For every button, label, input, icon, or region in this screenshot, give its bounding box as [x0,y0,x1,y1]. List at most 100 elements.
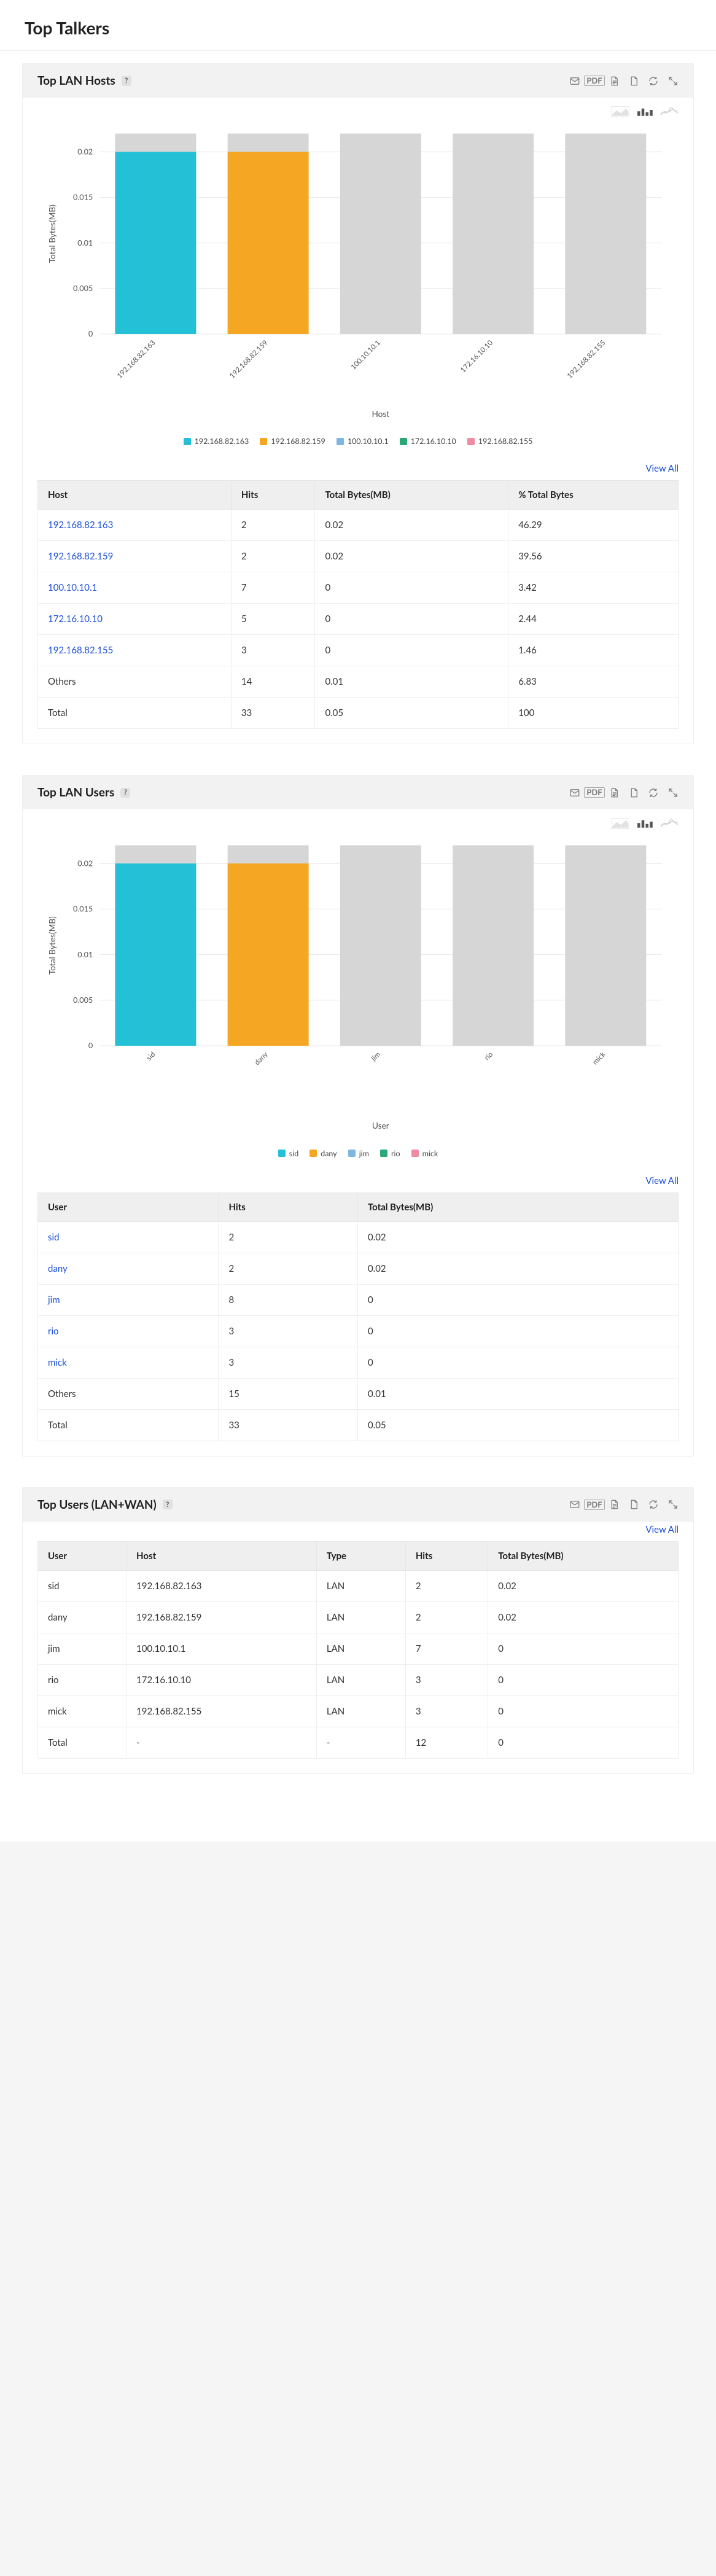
bar[interactable] [228,152,309,334]
expand-icon[interactable] [667,76,679,87]
table-cell: - [316,1727,405,1758]
legend-item[interactable]: 100.10.10.1 [337,437,389,446]
table-cell[interactable]: 192.168.82.159 [38,541,232,572]
table-cell: rio [38,1664,126,1695]
table-header[interactable]: Hits [219,1193,358,1221]
table-header[interactable]: Hits [405,1541,488,1570]
table-cell: sid [38,1570,126,1601]
x-tick-label: 100.10.10.1 [349,339,382,372]
legend-item[interactable]: jim [348,1149,369,1158]
chart-type-line-icon[interactable] [660,818,679,829]
table-header[interactable]: User [38,1193,219,1221]
legend-item[interactable]: 192.168.82.163 [184,437,249,446]
bar[interactable] [115,864,196,1046]
legend-item[interactable]: mick [411,1149,438,1158]
panel-lan-wan-users: Top Users (LAN+WAN) ? PDF View All UserH… [22,1487,694,1774]
table-header[interactable]: Total Bytes(MB) [357,1193,678,1221]
table-header[interactable]: Host [126,1541,317,1570]
table-cell[interactable]: mick [38,1347,219,1378]
table-cell: Total [38,1409,219,1441]
table-header[interactable]: % Total Bytes [508,481,679,510]
table-cell: 33 [219,1409,358,1441]
export-icon[interactable] [609,76,620,87]
refresh-icon[interactable] [648,1499,659,1510]
export-icon[interactable] [609,1499,620,1510]
table-cell: LAN [316,1633,405,1664]
chart-type-area-icon[interactable] [611,106,629,117]
table-cell: 2.44 [508,604,679,635]
table-cell[interactable]: 192.168.82.155 [38,635,232,666]
table-header[interactable]: Total Bytes(MB) [315,481,508,510]
table-cell: 0.02 [315,541,508,572]
legend-label: dany [321,1149,337,1158]
email-icon[interactable] [569,76,580,87]
table-cell: 0.02 [488,1601,679,1633]
document-icon[interactable] [628,1499,639,1510]
y-tick-label: 0.02 [77,147,93,156]
legend-swatch [348,1150,356,1157]
x-tick-label: rio [483,1051,494,1062]
legend-label: 192.168.82.163 [195,437,249,446]
expand-icon[interactable] [667,787,679,798]
table-cell[interactable]: sid [38,1221,219,1253]
table-cell[interactable]: 192.168.82.163 [38,510,232,541]
export-icon[interactable] [609,787,620,798]
pdf-icon[interactable]: PDF [589,787,600,798]
table-cell: - [126,1727,317,1758]
help-icon[interactable]: ? [122,76,131,86]
pdf-icon[interactable]: PDF [589,76,600,87]
pdf-icon[interactable]: PDF [589,1499,600,1510]
expand-icon[interactable] [667,1499,679,1510]
refresh-icon[interactable] [648,787,659,798]
legend-item[interactable]: 192.168.82.159 [260,437,325,446]
email-icon[interactable] [569,787,580,798]
view-all-link[interactable]: View All [645,1175,679,1186]
help-icon[interactable]: ? [163,1500,173,1509]
view-all-link[interactable]: View All [645,463,679,474]
table-header[interactable]: Total Bytes(MB) [488,1541,679,1570]
email-icon[interactable] [569,1499,580,1510]
table-header[interactable]: User [38,1541,126,1570]
table-cell: 7 [231,572,315,604]
chart-type-bar-icon[interactable] [636,106,654,117]
legend-label: 192.168.82.159 [271,437,325,446]
chart-type-area-icon[interactable] [611,818,629,829]
table-header[interactable]: Type [316,1541,405,1570]
help-icon[interactable]: ? [120,788,130,798]
legend-item[interactable]: rio [380,1149,400,1158]
document-icon[interactable] [628,76,639,87]
y-tick-label: 0 [88,329,93,338]
table-header[interactable]: Host [38,481,232,510]
table-cell[interactable]: 172.16.10.10 [38,604,232,635]
table-cell: 2 [219,1253,358,1284]
legend-item[interactable]: 172.16.10.10 [400,437,456,446]
chart: 00.0050.010.0150.02Total Bytes(MB)192.16… [41,127,675,424]
chart-type-line-icon[interactable] [660,106,679,117]
bar-bg [340,846,421,1046]
chart-type-bar-icon[interactable] [636,818,654,829]
legend-item[interactable]: 192.168.82.155 [467,437,533,446]
x-tick-label: 172.16.10.10 [459,338,494,374]
bar[interactable] [228,864,309,1046]
legend-item[interactable]: dany [309,1149,337,1158]
table-cell[interactable]: dany [38,1253,219,1284]
x-tick-label: 192.168.82.159 [228,339,270,380]
x-axis-label: Host [372,408,389,419]
table-header[interactable]: Hits [231,481,315,510]
panel-header: Top LAN Users ? PDF [23,776,693,809]
panel-lan-users: Top LAN Users ? PDF 00.0050.010.0150.02T… [22,775,694,1456]
y-tick-label: 0 [88,1041,93,1051]
legend-item[interactable]: sid [278,1149,298,1158]
table-cell[interactable]: jim [38,1284,219,1315]
table-cell: 0 [357,1315,678,1347]
table-cell: 2 [231,541,315,572]
table-cell[interactable]: 100.10.10.1 [38,572,232,604]
refresh-icon[interactable] [648,76,659,87]
document-icon[interactable] [628,787,639,798]
bar[interactable] [115,152,196,334]
view-all-link[interactable]: View All [645,1524,679,1535]
panel-actions: PDF [569,76,679,87]
table-cell[interactable]: rio [38,1315,219,1347]
x-tick-label: mick [591,1051,607,1067]
y-axis-label: Total Bytes(MB) [47,204,57,263]
